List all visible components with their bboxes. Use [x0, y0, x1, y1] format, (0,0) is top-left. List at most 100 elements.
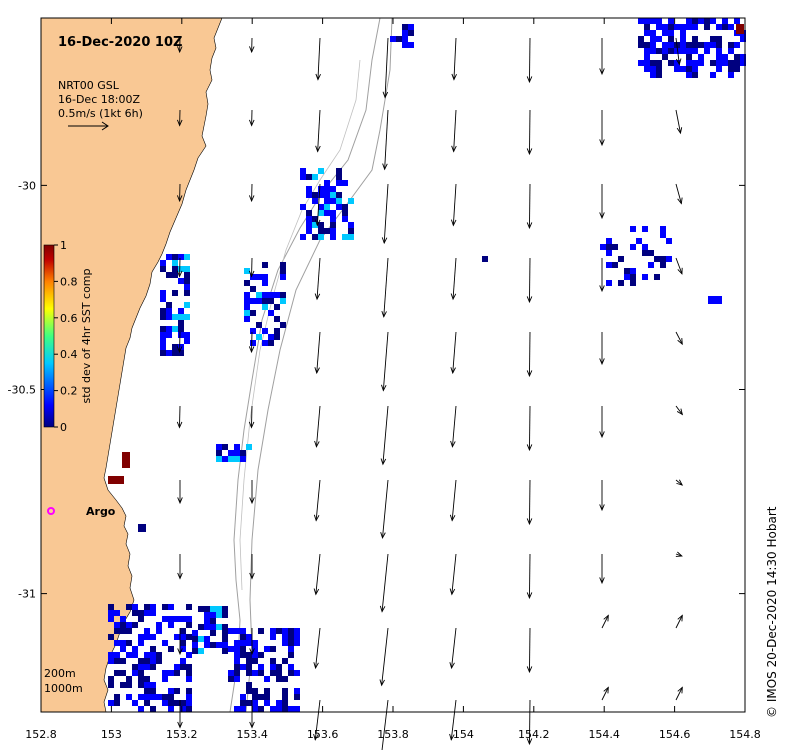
current-arrow-head	[677, 686, 683, 694]
sst-pixel	[180, 700, 186, 706]
sst-pixel	[650, 18, 656, 24]
sst-pixel	[348, 228, 354, 234]
sst-pixel	[162, 670, 168, 676]
current-arrow-head	[379, 679, 385, 687]
sst-pixel	[126, 676, 132, 682]
sst-pixel	[138, 640, 144, 646]
sst-pixel	[246, 640, 252, 646]
sst-pixel	[228, 456, 234, 462]
sst-pixel	[256, 292, 262, 298]
sst-pixel	[662, 24, 668, 30]
sst-pixel	[216, 456, 222, 462]
sst-pixel	[680, 48, 686, 54]
sst-pixel	[244, 298, 250, 304]
sst-pixel	[120, 622, 126, 628]
sst-pixel	[244, 280, 250, 286]
sst-pixel	[330, 216, 336, 222]
sst-pixel	[184, 302, 190, 308]
current-arrow-head	[314, 367, 320, 375]
sst-pixel	[160, 290, 166, 296]
sst-pixel	[618, 256, 624, 262]
sst-pixel	[270, 646, 276, 652]
sst-pixel	[184, 278, 190, 284]
sst-pixel	[250, 328, 256, 334]
sst-pixel	[650, 36, 656, 42]
sst-pixel	[150, 634, 156, 640]
sst-pixel	[210, 618, 216, 624]
sst-pixel	[150, 664, 156, 670]
current-arrow	[384, 109, 389, 170]
sst-pixel	[246, 664, 252, 670]
sst-pixel	[324, 204, 330, 210]
sst-pixel	[168, 646, 174, 652]
sst-pixel	[234, 640, 240, 646]
sst-pixel	[644, 24, 650, 30]
current-arrow-head	[315, 73, 321, 81]
sst-pixel	[250, 340, 256, 346]
sst-pixel	[114, 652, 120, 658]
sst-pixel	[210, 606, 216, 612]
sst-pixel	[216, 624, 222, 630]
sst-pixel	[198, 648, 204, 654]
sst-pixel	[686, 18, 692, 24]
sst-pixel	[246, 670, 252, 676]
sst-pixel	[264, 694, 270, 700]
sst-pixel	[650, 42, 656, 48]
sst-pixel	[324, 180, 330, 186]
current-arrow-head	[526, 222, 533, 230]
sst-pixel	[132, 700, 138, 706]
sst-pixel	[312, 174, 318, 180]
sst-pixel	[186, 664, 192, 670]
colorbar-label: std dev of 4hr SST comp	[80, 268, 93, 403]
sst-pixel	[156, 652, 162, 658]
sst-pixel	[692, 60, 698, 66]
x-tick-label: 153	[101, 728, 122, 741]
sst-pixel	[288, 706, 294, 712]
sst-pixel	[240, 652, 246, 658]
sst-pixel	[294, 706, 300, 712]
sst-pixel	[160, 332, 166, 338]
sst-pixel	[120, 640, 126, 646]
sst-pixel	[258, 670, 264, 676]
sst-pixel	[162, 676, 168, 682]
current-arrow	[451, 479, 457, 521]
current-arrow-head	[526, 518, 533, 526]
sst-pixel	[306, 228, 312, 234]
sst-pixel	[624, 268, 630, 274]
sst-pixel	[408, 42, 414, 48]
sst-pixel	[160, 296, 166, 302]
sst-pixel	[728, 48, 734, 54]
current-arrow	[382, 479, 389, 538]
sst-pixel	[166, 254, 172, 260]
sst-pixel	[246, 682, 252, 688]
current-arrow-head	[382, 163, 388, 171]
sst-pixel	[166, 308, 172, 314]
argo-label: Argo	[86, 505, 116, 518]
sst-pixel	[336, 204, 342, 210]
sst-pixel	[126, 682, 132, 688]
current-arrow	[529, 699, 531, 744]
sst-pixel	[650, 48, 656, 54]
sst-pixel	[288, 634, 294, 640]
x-tick-label: 154.4	[588, 728, 620, 741]
argo-marker	[47, 507, 55, 515]
sst-pixel	[108, 676, 114, 682]
sst-pixel	[228, 450, 234, 456]
current-arrow	[675, 109, 681, 134]
current-arrow-head	[676, 127, 683, 135]
sst-pixel	[162, 604, 168, 610]
sst-pixel	[606, 280, 612, 286]
sst-pixel	[648, 250, 654, 256]
sst-pixel	[144, 682, 150, 688]
current-arrow-head	[450, 440, 456, 448]
sst-pixel	[288, 670, 294, 676]
credit-line: © IMOS 20-Dec-2020 14:30 Hobart	[765, 506, 779, 718]
sst-pixel	[240, 628, 246, 634]
sst-pixel	[144, 604, 150, 610]
sst-pixel	[168, 604, 174, 610]
sst-pixel	[256, 334, 262, 340]
sst-pixel	[270, 670, 276, 676]
sst-pixel	[184, 254, 190, 260]
current-arrow-head	[177, 721, 183, 729]
sst-pixel	[692, 42, 698, 48]
